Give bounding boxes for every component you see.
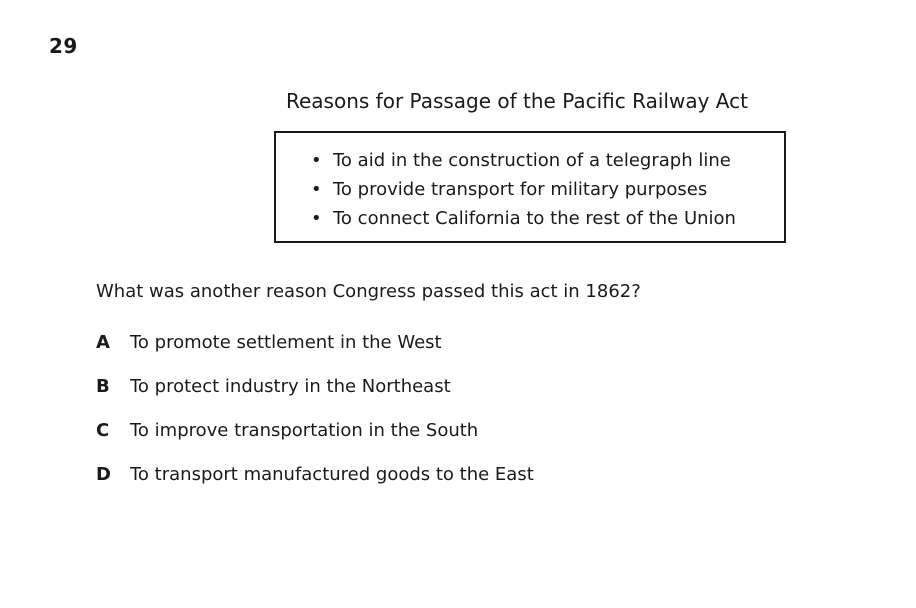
- bullet-icon: •: [311, 179, 322, 200]
- reason-text: To connect California to the rest of the…: [333, 208, 736, 229]
- choice-letter: C: [96, 420, 110, 441]
- choice-letter: A: [96, 332, 110, 353]
- answer-choices: A To promote settlement in the West B To…: [96, 332, 534, 508]
- choice-c[interactable]: C To improve transportation in the South: [96, 420, 534, 464]
- box-title: Reasons for Passage of the Pacific Railw…: [286, 89, 748, 113]
- bullet-icon: •: [311, 208, 322, 229]
- question-stem: What was another reason Congress passed …: [96, 281, 641, 302]
- reason-text: To provide transport for military purpos…: [333, 179, 708, 200]
- choice-text: To promote settlement in the West: [130, 332, 442, 353]
- bullet-icon: •: [311, 150, 322, 171]
- reason-item: • To provide transport for military purp…: [308, 175, 736, 204]
- choice-text: To transport manufactured goods to the E…: [130, 464, 534, 485]
- choice-letter: D: [96, 464, 111, 485]
- question-number: 29: [49, 34, 78, 58]
- reason-item: • To aid in the construction of a telegr…: [308, 146, 736, 175]
- reason-item: • To connect California to the rest of t…: [308, 204, 736, 233]
- reasons-box: • To aid in the construction of a telegr…: [274, 131, 786, 243]
- choice-text: To protect industry in the Northeast: [130, 376, 451, 397]
- reason-text: To aid in the construction of a telegrap…: [333, 150, 731, 171]
- choice-letter: B: [96, 376, 110, 397]
- choice-a[interactable]: A To promote settlement in the West: [96, 332, 534, 376]
- choice-text: To improve transportation in the South: [130, 420, 479, 441]
- choice-b[interactable]: B To protect industry in the Northeast: [96, 376, 534, 420]
- choice-d[interactable]: D To transport manufactured goods to the…: [96, 464, 534, 508]
- reasons-list: • To aid in the construction of a telegr…: [308, 146, 736, 233]
